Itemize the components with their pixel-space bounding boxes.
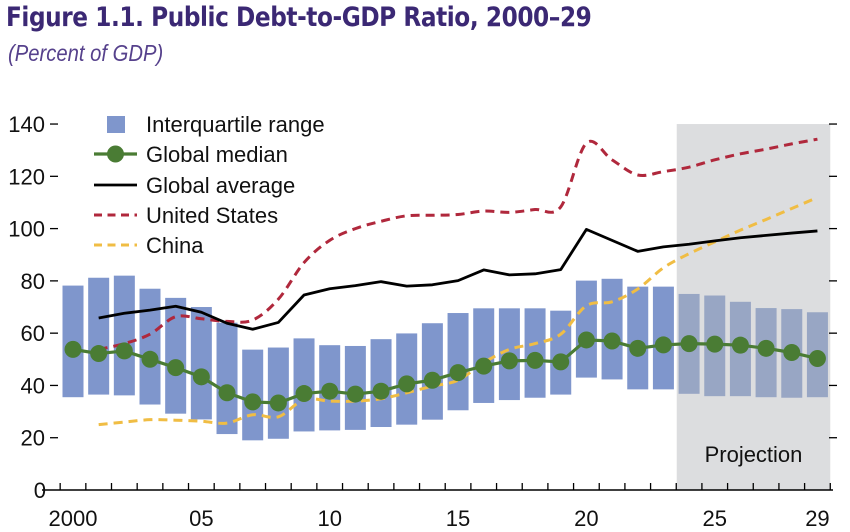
x-tick-label: 15: [446, 506, 470, 531]
median-point: [346, 385, 364, 403]
legend-label: United States: [146, 203, 278, 228]
median-point: [577, 331, 595, 349]
iqr-bar: [627, 286, 649, 390]
median-point: [449, 364, 467, 382]
median-point: [90, 345, 108, 363]
legend-item-median: Global median: [94, 142, 288, 167]
legend-item-us: United States: [94, 203, 278, 228]
x-tick-label: 05: [189, 506, 213, 531]
x-tick-label: 2000: [49, 506, 98, 531]
median-point: [757, 339, 775, 357]
y-tick-label: 20: [21, 426, 45, 451]
y-tick-label: 0: [34, 478, 46, 503]
iqr-bar: [447, 313, 469, 411]
legend-swatch-iqr: [107, 116, 125, 133]
x-tick-label: 25: [703, 506, 727, 531]
median-point: [552, 353, 570, 371]
median-point: [629, 339, 647, 357]
iqr-bar: [293, 338, 315, 432]
y-tick-label: 100: [8, 217, 45, 242]
legend-label: China: [146, 233, 204, 258]
iqr-bar: [575, 280, 597, 378]
y-tick-label: 80: [21, 269, 45, 294]
median-point: [654, 336, 672, 354]
median-point: [526, 351, 544, 369]
x-tick-label: 29: [805, 506, 829, 531]
legend-marker-median: [107, 145, 124, 163]
median-point: [372, 382, 390, 400]
median-point: [141, 350, 159, 368]
y-tick-label: 120: [8, 164, 45, 189]
y-tick-label: 140: [8, 112, 45, 137]
x-tick-label: 10: [317, 506, 341, 531]
chart-title: Figure 1.1. Public Debt-to-GDP Ratio, 20…: [6, 2, 592, 33]
iqr-bar: [550, 310, 572, 395]
median-point: [115, 342, 133, 360]
legend-label: Global median: [146, 142, 288, 167]
series-line-average: [98, 227, 818, 331]
projection-shade: [676, 124, 831, 490]
iqr-bar: [473, 308, 495, 403]
legend-label: Global average: [146, 173, 295, 198]
median-point: [603, 332, 621, 350]
legend-item-china: China: [94, 233, 204, 258]
median-point: [398, 375, 416, 393]
median-point: [167, 359, 185, 377]
chart-subtitle: (Percent of GDP): [8, 40, 164, 66]
median-point: [783, 344, 801, 362]
iqr-bar: [601, 278, 623, 380]
x-tick-label: 20: [574, 506, 598, 531]
median-point: [500, 352, 518, 370]
series-line-us: [98, 137, 818, 351]
median-point: [295, 385, 313, 403]
legend-label: Interquartile range: [146, 112, 325, 137]
iqr-bar: [421, 323, 443, 420]
median-point: [192, 368, 210, 386]
median-point: [808, 350, 826, 368]
median-point: [475, 357, 493, 375]
iqr-bar: [190, 307, 212, 420]
projection-label: Projection: [705, 442, 803, 467]
iqr-bar: [165, 297, 187, 414]
iqr-bar: [88, 277, 110, 395]
legend-item-average: Global average: [94, 173, 295, 198]
y-tick-label: 60: [21, 321, 45, 346]
median-point: [218, 384, 236, 402]
median-point: [269, 394, 287, 412]
series-line-china: [98, 196, 819, 427]
median-point: [731, 336, 749, 354]
iqr-bar: [139, 288, 161, 405]
median-point: [706, 335, 724, 353]
median-point: [321, 382, 339, 400]
iqr-bar: [267, 347, 289, 439]
median-point: [244, 393, 262, 411]
y-tick-label: 40: [21, 373, 45, 398]
median-point: [64, 340, 82, 358]
iqr-bar: [216, 322, 238, 435]
iqr-bar: [113, 275, 135, 396]
median-point: [680, 335, 698, 353]
legend-item-iqr: Interquartile range: [107, 112, 325, 137]
median-point: [423, 371, 441, 389]
